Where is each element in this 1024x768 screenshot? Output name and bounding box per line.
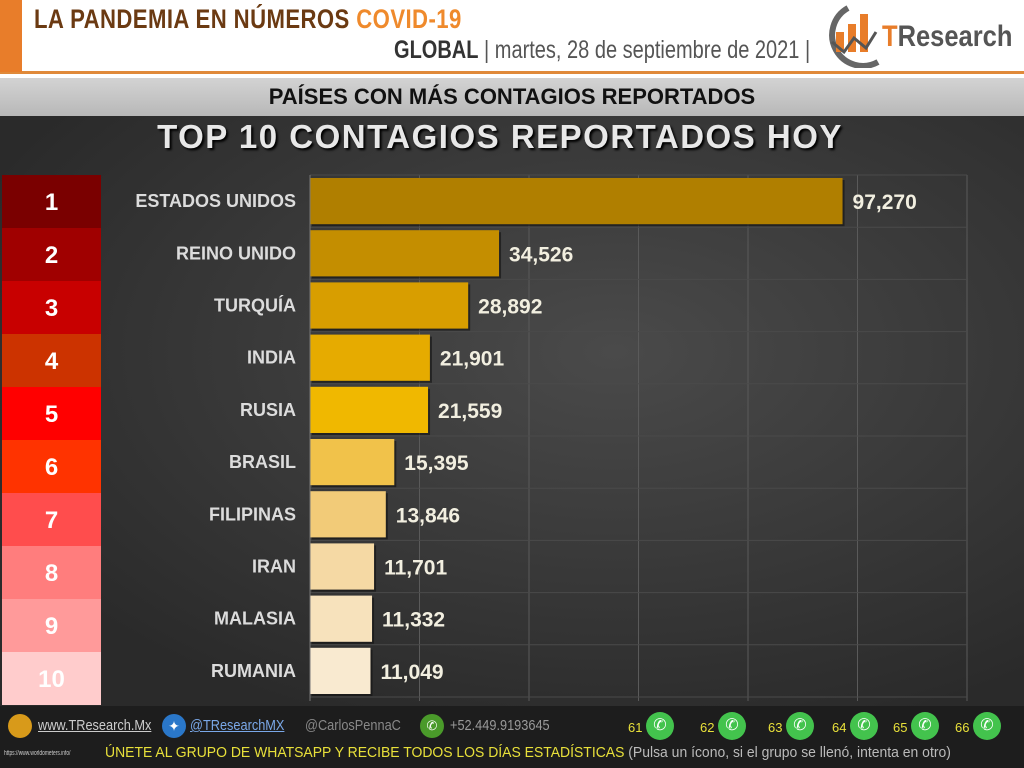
- rank-cell: 8: [2, 546, 101, 599]
- whatsapp-icon: ✆: [973, 712, 1001, 740]
- value-label: 15,395: [404, 452, 469, 475]
- category-label: BRASIL: [229, 452, 296, 472]
- brand-rest: Research: [897, 20, 1013, 53]
- footer-message: ÚNETE AL GRUPO DE WHATSAPP Y RECIBE TODO…: [105, 744, 951, 761]
- bar: [310, 647, 371, 694]
- section-banner: PAÍSES CON MÁS CONTAGIOS REPORTADOS: [0, 78, 1024, 116]
- whatsapp-icon: ✆: [911, 712, 939, 740]
- brand-accent: T: [882, 20, 898, 53]
- group-number: 63: [768, 720, 783, 735]
- value-label: 21,559: [438, 400, 502, 423]
- group-number: 61: [628, 720, 643, 735]
- footer: www.TResearch.Mx ✦ @TResearchMX @CarlosP…: [0, 706, 1024, 768]
- category-label: INDIA: [247, 348, 296, 368]
- rank-cell: 4: [2, 334, 101, 387]
- rank-cell: 2: [2, 228, 101, 281]
- whatsapp-icon: ✆: [646, 712, 674, 740]
- rank-cell: 9: [2, 599, 101, 652]
- accent-stripe: [0, 0, 22, 72]
- phone-icon: ✆: [420, 714, 444, 738]
- category-label: ESTADOS UNIDOS: [135, 191, 296, 211]
- category-label: REINO UNIDO: [176, 243, 296, 263]
- bar: [310, 178, 843, 225]
- rank-cell: 5: [2, 387, 101, 440]
- bar-chart: 97,270 ESTADOS UNIDOS 34,526 REINO UNIDO 28,…: [135, 174, 968, 701]
- whatsapp-group-button[interactable]: 61 ✆: [628, 712, 676, 740]
- value-label: 28,892: [478, 296, 542, 319]
- title-highlight: COVID-19: [356, 4, 462, 34]
- value-label: 13,846: [396, 504, 460, 527]
- value-label: 11,701: [384, 557, 447, 580]
- subtitle: GLOBAL | martes, 28 de septiembre de 202…: [393, 36, 810, 64]
- whatsapp-icon: ✆: [786, 712, 814, 740]
- whatsapp-icon: ✆: [718, 712, 746, 740]
- tresearch-logo-icon: [829, 5, 880, 68]
- rank-cell: 1: [2, 175, 101, 228]
- value-label: 11,332: [382, 609, 445, 632]
- value-label: 21,901: [440, 348, 505, 371]
- whatsapp-group-button[interactable]: 64 ✆: [832, 712, 880, 740]
- twitter-handle-2[interactable]: @CarlosPennaC: [305, 717, 401, 734]
- scope: GLOBAL: [393, 36, 479, 64]
- whatsapp-icon: ✆: [850, 712, 878, 740]
- twitter-link[interactable]: @TResearchMX: [190, 717, 285, 734]
- globe-icon: [8, 714, 32, 738]
- category-label: RUMANIA: [211, 661, 296, 681]
- category-label: MALASIA: [214, 609, 296, 629]
- whatsapp-group-button[interactable]: 66 ✆: [955, 712, 1003, 740]
- group-number: 62: [700, 720, 715, 735]
- header: LA PANDEMIA EN NÚMEROS COVID-19 GLOBAL |…: [0, 0, 1024, 74]
- whatsapp-group-button[interactable]: 63 ✆: [768, 712, 816, 740]
- rank-cell: 6: [2, 440, 101, 493]
- bar: [310, 439, 395, 486]
- website-link[interactable]: www.TResearch.Mx: [38, 717, 152, 734]
- category-label: TURQUÍA: [214, 295, 296, 316]
- group-number: 64: [832, 720, 847, 735]
- bar: [310, 386, 429, 433]
- category-label: FILIPINAS: [209, 504, 296, 524]
- title-text: LA PANDEMIA EN NÚMEROS: [34, 4, 350, 34]
- value-label: 11,049: [380, 661, 443, 684]
- category-label: RUSIA: [240, 400, 296, 420]
- whatsapp-group-button[interactable]: 65 ✆: [893, 712, 941, 740]
- rank-cell: 7: [2, 493, 101, 546]
- whatsapp-group-button[interactable]: 62 ✆: [700, 712, 748, 740]
- bar: [310, 334, 430, 381]
- category-label: IRAN: [252, 557, 296, 577]
- source-url[interactable]: https://www.worldometers.info/: [4, 750, 71, 757]
- twitter-icon: ✦: [162, 714, 186, 738]
- bar: [310, 543, 375, 590]
- value-label: 97,270: [853, 191, 917, 214]
- bar: [310, 595, 373, 642]
- cta-text: ÚNETE AL GRUPO DE WHATSAPP Y RECIBE TODO…: [105, 744, 625, 761]
- group-number: 66: [955, 720, 970, 735]
- cta-note: (Pulsa un ícono, si el grupo se llenó, i…: [628, 744, 951, 761]
- bar: [310, 491, 386, 538]
- rank-cell: 10: [2, 652, 101, 705]
- bar: [310, 230, 500, 277]
- value-label: 34,526: [509, 243, 573, 266]
- date: martes, 28 de septiembre de 2021: [494, 36, 800, 64]
- bar: [310, 282, 469, 329]
- brand-name: TResearch: [882, 20, 1012, 54]
- phone-number: +52.449.9193645: [450, 717, 550, 734]
- rank-cell: 3: [2, 281, 101, 334]
- group-number: 65: [893, 720, 908, 735]
- chart-title: TOP 10 CONTAGIOS REPORTADOS HOY: [157, 118, 843, 155]
- rank-column: 1 2 3 4 5 6 7 8 9 10: [2, 175, 101, 705]
- page-title: LA PANDEMIA EN NÚMEROS COVID-19: [34, 4, 462, 35]
